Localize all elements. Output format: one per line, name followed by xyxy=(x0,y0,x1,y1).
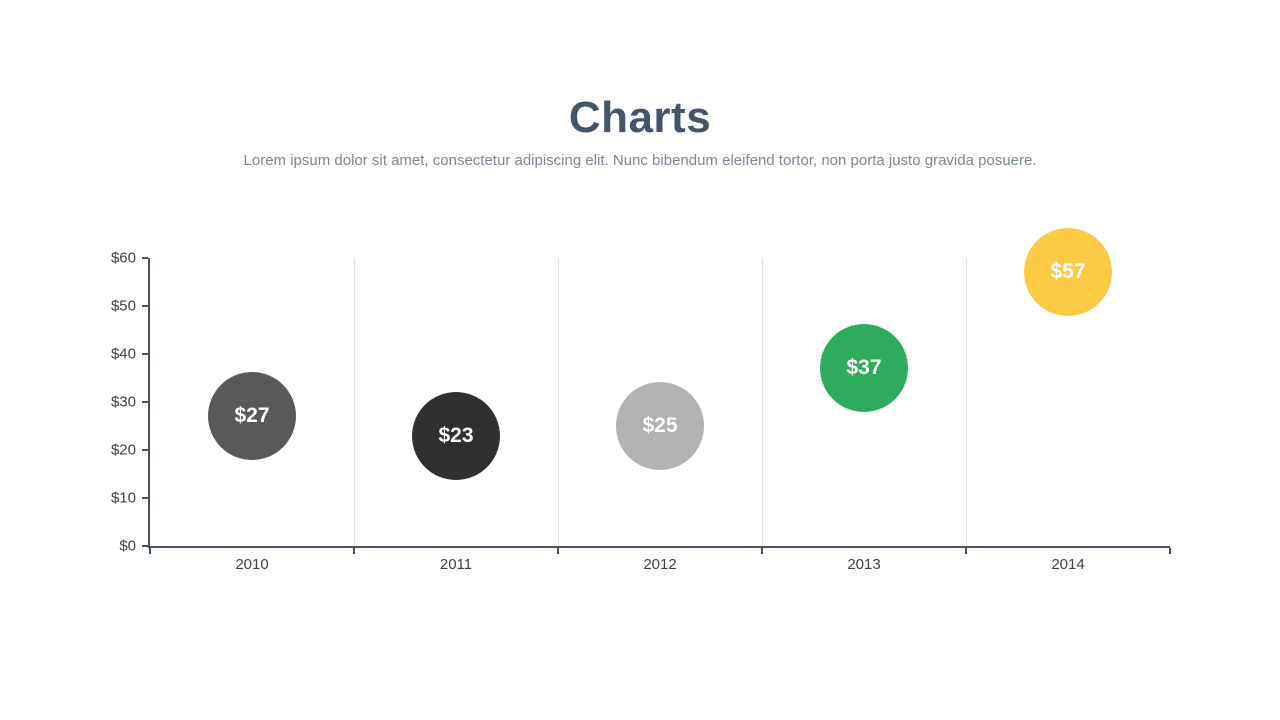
bubble-chart: $0 $10 $20 $30 $40 $50 $60 2010 2011 2012 2013 2014… xyxy=(111,228,1171,572)
vertical-gridline xyxy=(354,258,355,546)
y-axis-tick xyxy=(142,353,148,355)
data-bubble-2012: $25 xyxy=(616,382,704,470)
data-bubble-2013: $37 xyxy=(820,324,908,413)
y-axis-tick-label: $20 xyxy=(110,441,136,459)
y-axis-tick xyxy=(142,257,148,259)
y-axis-tick-label: $0 xyxy=(119,537,136,555)
x-axis-tick xyxy=(353,548,355,554)
data-bubble-2011: $23 xyxy=(412,391,500,480)
x-axis-tick xyxy=(761,548,763,554)
y-axis-tick-label: $60 xyxy=(110,249,136,267)
y-axis-tick-label: $40 xyxy=(110,345,136,363)
y-axis-tick xyxy=(142,545,148,547)
data-bubble-value-label: $27 xyxy=(234,404,270,428)
data-bubble-2014: $57 xyxy=(1024,228,1112,317)
page-subtitle: Lorem ipsum dolor sit amet, consectetur … xyxy=(243,152,1037,170)
data-bubble-value-label: $37 xyxy=(846,356,882,380)
x-axis-category-label: 2010 xyxy=(235,556,269,573)
data-bubble-value-label: $23 xyxy=(438,423,474,447)
x-axis-category-label: 2013 xyxy=(847,556,881,573)
y-axis-tick-label: $50 xyxy=(110,297,136,315)
x-axis-tick xyxy=(149,548,151,554)
y-axis-tick xyxy=(142,449,148,451)
y-axis-tick-label: $30 xyxy=(110,393,136,411)
y-axis-tick xyxy=(142,497,148,499)
page-title: Charts xyxy=(568,93,712,142)
header: Charts Lorem ipsum dolor sit amet, conse… xyxy=(0,93,1280,170)
x-axis-category-label: 2012 xyxy=(643,556,677,573)
y-axis-tick xyxy=(142,305,148,307)
vertical-gridline xyxy=(558,258,559,546)
data-bubble-value-label: $57 xyxy=(1050,260,1086,284)
plot-area: $0 $10 $20 $30 $40 $50 $60 2010 2011 2012 2013 2014… xyxy=(111,228,1171,572)
x-axis-tick xyxy=(557,548,559,554)
x-axis-tick xyxy=(965,548,967,554)
y-axis-tick-label: $10 xyxy=(110,489,136,507)
x-axis-tick xyxy=(1169,548,1171,554)
data-bubble-2010: $27 xyxy=(208,372,296,461)
vertical-gridline xyxy=(762,258,763,546)
vertical-gridline xyxy=(966,258,967,546)
x-axis-category-label: 2011 xyxy=(439,556,473,573)
data-bubble-value-label: $25 xyxy=(642,414,678,437)
y-axis-tick xyxy=(142,401,148,403)
x-axis-category-label: 2014 xyxy=(1051,556,1085,573)
